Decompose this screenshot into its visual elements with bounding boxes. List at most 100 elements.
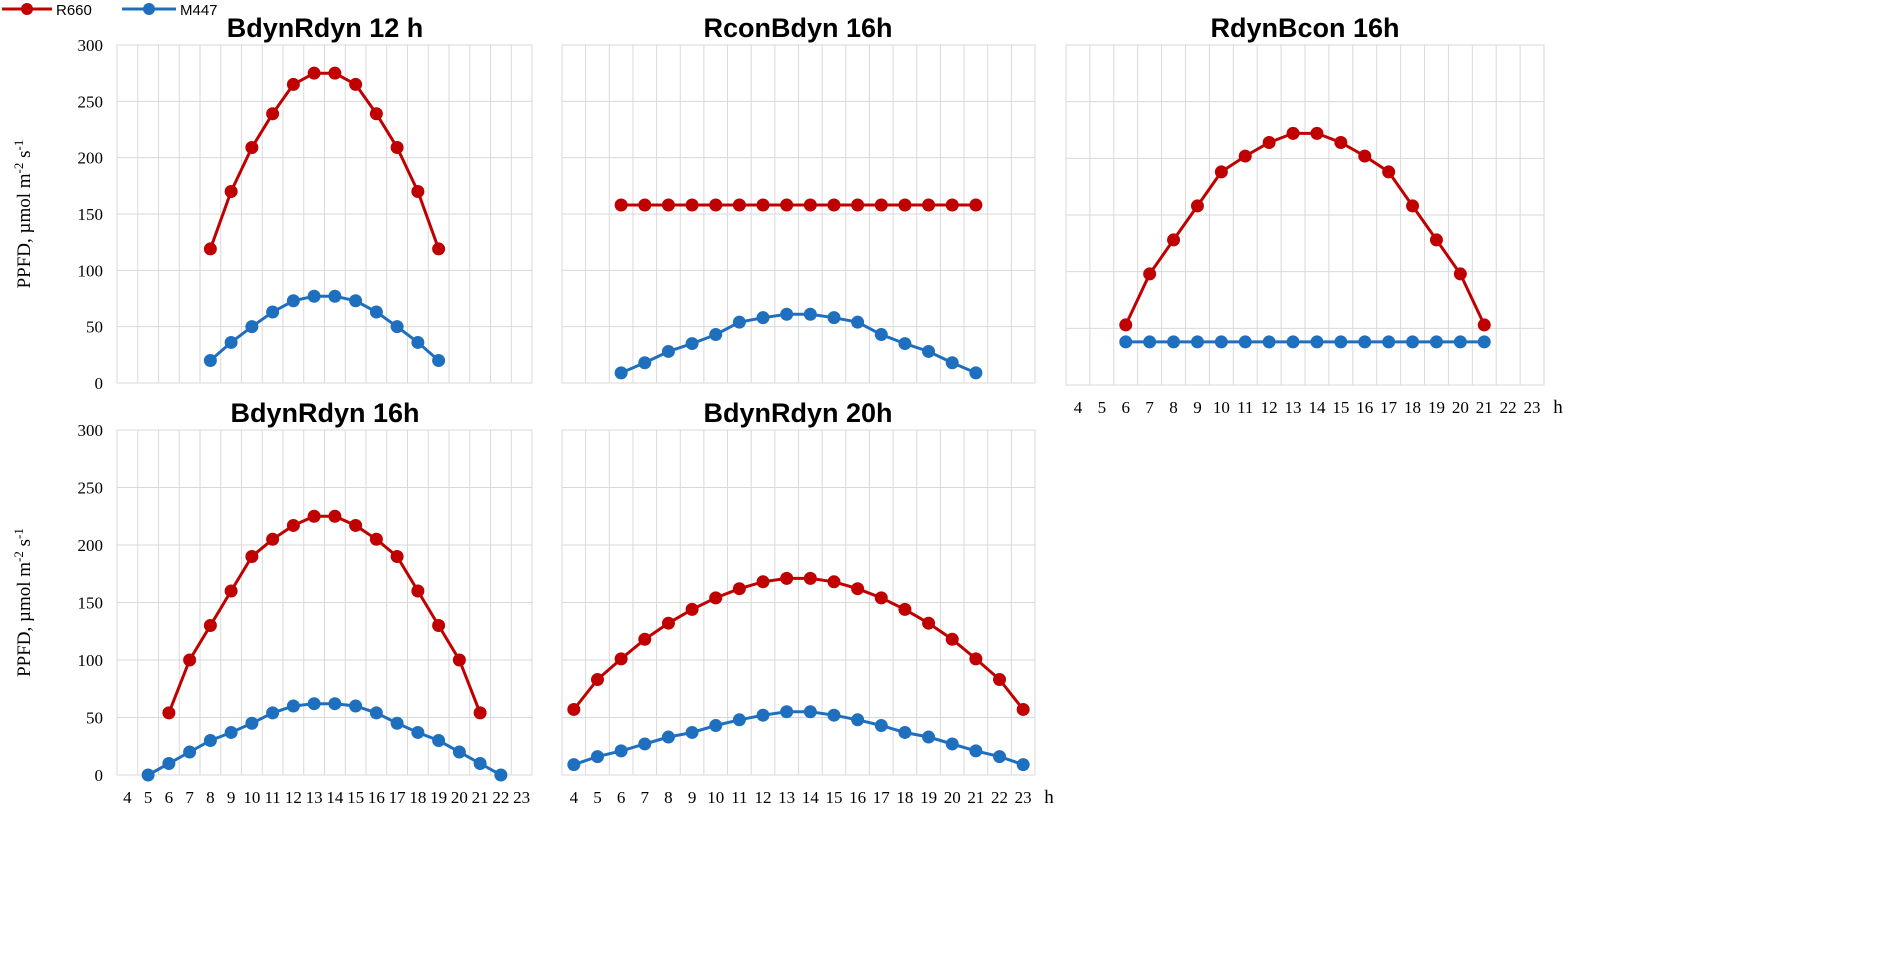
data-point — [266, 107, 280, 121]
x-tick-label: 21 — [472, 788, 489, 807]
x-tick-label: 13 — [778, 788, 795, 807]
data-point — [266, 305, 280, 319]
x-tick-label: 20 — [944, 788, 961, 807]
data-point — [411, 725, 425, 739]
data-point — [1429, 233, 1443, 247]
x-tick-label: 5 — [593, 788, 602, 807]
series-R660 — [203, 66, 446, 256]
data-point — [851, 582, 865, 596]
x-tick-label: 19 — [430, 788, 447, 807]
data-point — [1167, 233, 1181, 247]
series-M447 — [141, 697, 508, 782]
data-point — [898, 725, 912, 739]
x-tick-label: 17 — [873, 788, 891, 807]
x-tick-label: 7 — [1145, 398, 1154, 417]
chart-panel-1: BdynRdyn 12 h 0 50 100 150 200 250 300 PPFD, µmo… — [11, 13, 533, 393]
data-point — [1310, 335, 1324, 349]
data-point — [590, 750, 604, 764]
data-point — [945, 737, 959, 751]
data-point — [1119, 335, 1133, 349]
data-point — [969, 652, 983, 666]
data-point — [685, 337, 699, 351]
series-line — [208, 71, 441, 250]
data-point — [369, 107, 383, 121]
x-tick-label: 18 — [896, 788, 913, 807]
data-point — [614, 198, 628, 212]
data-point — [141, 768, 155, 782]
data-point — [827, 198, 841, 212]
data-point — [969, 198, 983, 212]
data-point — [709, 198, 723, 212]
data-point — [411, 584, 425, 598]
data-point — [473, 706, 487, 720]
x-tick-label: 20 — [451, 788, 468, 807]
series-line — [167, 514, 482, 714]
data-point — [756, 575, 770, 589]
x-tick-label: 17 — [389, 788, 407, 807]
data-point — [732, 198, 746, 212]
x-tick-label: 11 — [264, 788, 280, 807]
x-tick-label: 4 — [123, 788, 132, 807]
data-point — [1334, 335, 1348, 349]
x-unit-label: h — [1044, 787, 1054, 808]
data-point — [328, 697, 342, 711]
data-point — [780, 198, 794, 212]
data-point — [390, 716, 404, 730]
data-point — [614, 744, 628, 758]
y-tick-label: 150 — [78, 205, 104, 224]
y-axis-label: PPFD, µmol m-2 s-1 — [11, 528, 35, 677]
data-point — [473, 757, 487, 770]
data-point — [432, 242, 446, 256]
data-point — [349, 699, 363, 713]
data-point — [803, 705, 817, 719]
data-point — [1382, 335, 1396, 349]
data-point — [922, 198, 936, 212]
data-point — [898, 602, 912, 616]
data-point — [922, 344, 936, 358]
data-point — [590, 673, 604, 687]
y-tick-label: 300 — [78, 421, 104, 440]
data-point — [432, 619, 446, 632]
x-tick-label: 7 — [185, 788, 194, 807]
data-point — [286, 294, 300, 308]
x-unit-label: h — [1553, 397, 1563, 418]
y-tick-label: 250 — [78, 479, 104, 498]
data-point — [203, 619, 217, 632]
data-point — [224, 184, 238, 198]
series-R660 — [1119, 126, 1491, 332]
data-point — [1310, 126, 1324, 140]
x-tick-label: 9 — [227, 788, 236, 807]
data-point — [851, 713, 865, 727]
data-point — [1190, 335, 1204, 349]
series-M447 — [567, 705, 1030, 772]
x-tick-label: 19 — [920, 788, 937, 807]
data-point — [874, 591, 888, 605]
data-point — [638, 198, 652, 212]
data-point — [203, 353, 217, 367]
x-tick-label: 15 — [347, 788, 364, 807]
data-point — [494, 768, 508, 782]
data-point — [780, 307, 794, 321]
x-tick-label: 22 — [492, 788, 509, 807]
data-point — [756, 198, 770, 212]
data-point — [1477, 318, 1491, 332]
chart-panel-2: RconBdyn 16h — [561, 13, 1036, 384]
y-tick-label: 100 — [78, 261, 104, 280]
data-point — [1406, 335, 1420, 349]
data-point — [307, 289, 321, 303]
x-tick-label: 4 — [570, 788, 579, 807]
data-point — [1214, 165, 1228, 179]
x-tick-label: 8 — [664, 788, 673, 807]
x-tick-label: 14 — [1308, 398, 1326, 417]
data-point — [780, 705, 794, 719]
data-point — [266, 532, 280, 546]
plot-area — [561, 429, 1036, 776]
x-tick-label: 5 — [144, 788, 153, 807]
plot-area — [116, 44, 533, 384]
data-point — [349, 77, 363, 91]
data-point — [661, 730, 675, 744]
data-point — [661, 344, 675, 358]
data-point — [756, 311, 770, 325]
chart-panel-4: BdynRdyn 16h 0 50 100 150 200 250 300 PPFD, µmol… — [11, 398, 533, 807]
